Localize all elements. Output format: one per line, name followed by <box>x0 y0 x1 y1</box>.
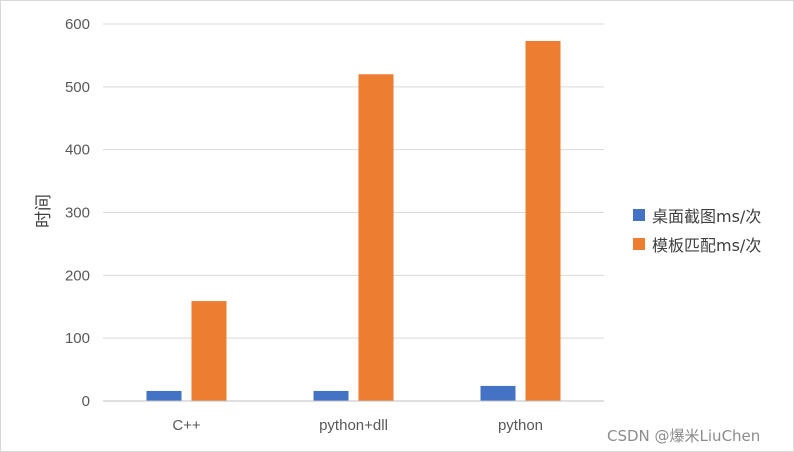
y-tick-label-600: 600 <box>65 16 90 33</box>
y-tick-label-500: 500 <box>65 79 90 96</box>
y-tick-label-0: 0 <box>82 393 90 410</box>
bar-1-python <box>480 385 516 401</box>
legend-item-series-2: 模板匹配ms/次 <box>633 229 761 258</box>
y-axis-title: 时间 <box>34 194 54 228</box>
legend-label-series-1: 桌面截图ms/次 <box>652 206 762 226</box>
axes: 0 100 200 300 400 500 600 C++ python+dll python <box>65 16 604 434</box>
gridlines <box>103 23 604 339</box>
x-tick-label-python+dll: python+dll <box>319 417 388 434</box>
watermark: CSDN @爆米LiuChen <box>607 427 761 445</box>
bar-1-python+dll <box>313 390 349 401</box>
x-tick-label-C++: C++ <box>172 417 201 434</box>
legend: 桌面截图ms/次 模板匹配ms/次 <box>633 200 761 258</box>
x-tick-label-python: python <box>498 417 543 434</box>
y-tick-label-200: 200 <box>65 267 90 284</box>
bar-2-python+dll <box>358 74 394 402</box>
y-tick-label-400: 400 <box>65 142 90 159</box>
bar-2-C++ <box>191 301 227 401</box>
bar-2-python <box>525 40 561 402</box>
legend-item-series-1: 桌面截图ms/次 <box>633 200 761 229</box>
bar-1-C++ <box>146 390 182 401</box>
bars <box>146 40 561 402</box>
y-tick-label-100: 100 <box>65 330 90 347</box>
legend-swatch-series-1 <box>633 208 645 221</box>
y-tick-label-300: 300 <box>65 205 90 222</box>
legend-swatch-series-2 <box>633 237 645 250</box>
legend-label-series-2: 模板匹配ms/次 <box>652 235 762 255</box>
